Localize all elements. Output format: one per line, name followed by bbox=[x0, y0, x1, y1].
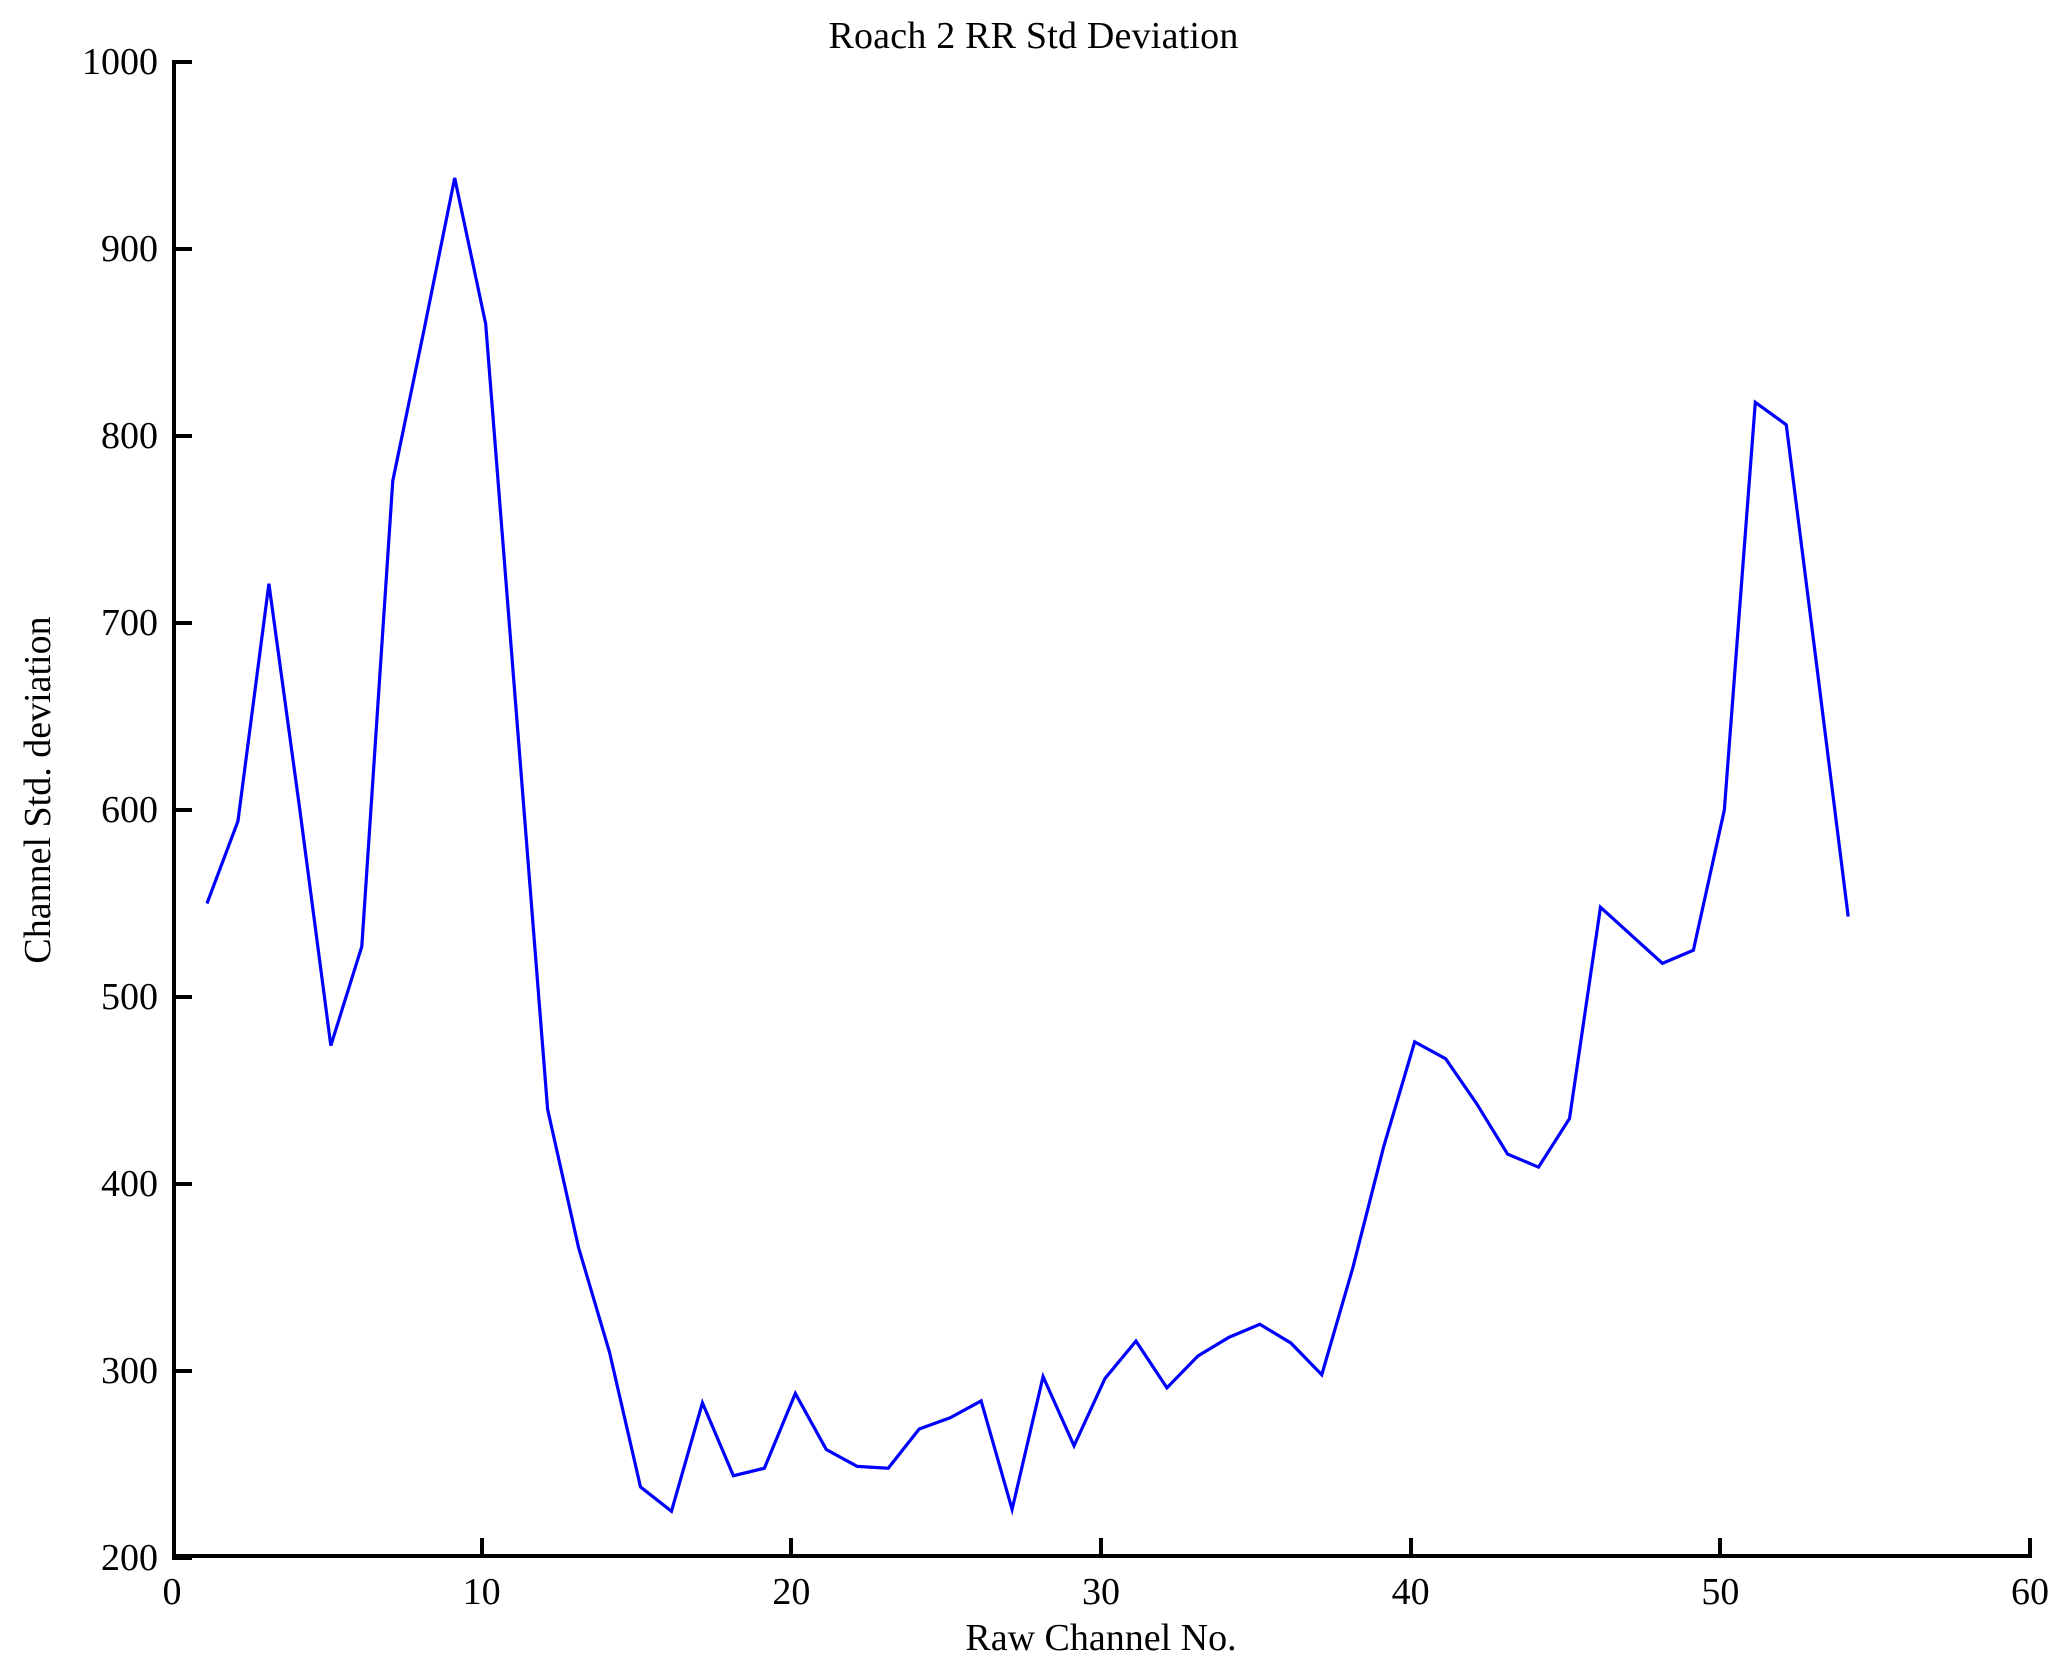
x-axis-title: Raw Channel No. bbox=[965, 1617, 1237, 1659]
y-tick-1000 bbox=[172, 60, 192, 64]
y-tick-label-800: 800 bbox=[101, 415, 158, 457]
x-tick-label-30: 30 bbox=[1082, 1571, 1120, 1613]
y-tick-label-500: 500 bbox=[101, 976, 158, 1018]
data-line-chart bbox=[205, 177, 1850, 1516]
x-tick-label-40: 40 bbox=[1391, 1571, 1430, 1613]
page-title: Roach 2 RR Std Deviation bbox=[828, 15, 1239, 57]
x-tick-label-0: 0 bbox=[162, 1571, 182, 1613]
x-tick-40 bbox=[1408, 1538, 1413, 1558]
y-tick-300 bbox=[172, 1369, 192, 1373]
y-tick-500 bbox=[172, 995, 192, 999]
x-tick-50 bbox=[1718, 1538, 1723, 1558]
x-tick-10 bbox=[479, 1538, 484, 1558]
y-axis-title: Channel Std. deviation bbox=[17, 616, 59, 964]
y-tick-900 bbox=[172, 247, 192, 251]
y-tick-label-200: 200 bbox=[101, 1537, 158, 1579]
y-tick-400 bbox=[172, 1182, 192, 1186]
y-tick-label-1000: 1000 bbox=[82, 41, 158, 83]
x-tick-label-50: 50 bbox=[1701, 1571, 1740, 1613]
data-series-line bbox=[205, 177, 1850, 1516]
y-tick-label-700: 700 bbox=[101, 602, 158, 644]
y-tick-label-400: 400 bbox=[101, 1163, 158, 1205]
y-tick-200 bbox=[172, 1556, 192, 1560]
x-tick-label-10: 10 bbox=[462, 1571, 501, 1613]
x-tick-label-60: 60 bbox=[2011, 1571, 2049, 1613]
y-tick-label-300: 300 bbox=[101, 1350, 158, 1392]
x-tick-label-20: 20 bbox=[772, 1571, 811, 1613]
x-tick-20 bbox=[789, 1538, 794, 1558]
y-tick-800 bbox=[172, 434, 192, 438]
x-tick-60 bbox=[2028, 1538, 2032, 1558]
y-tick-label-900: 900 bbox=[101, 228, 158, 270]
y-tick-600 bbox=[172, 808, 192, 812]
x-tick-30 bbox=[1099, 1538, 1103, 1558]
y-tick-label-600: 600 bbox=[101, 789, 158, 831]
plot-area bbox=[172, 62, 2030, 1558]
y-tick-700 bbox=[172, 621, 192, 625]
